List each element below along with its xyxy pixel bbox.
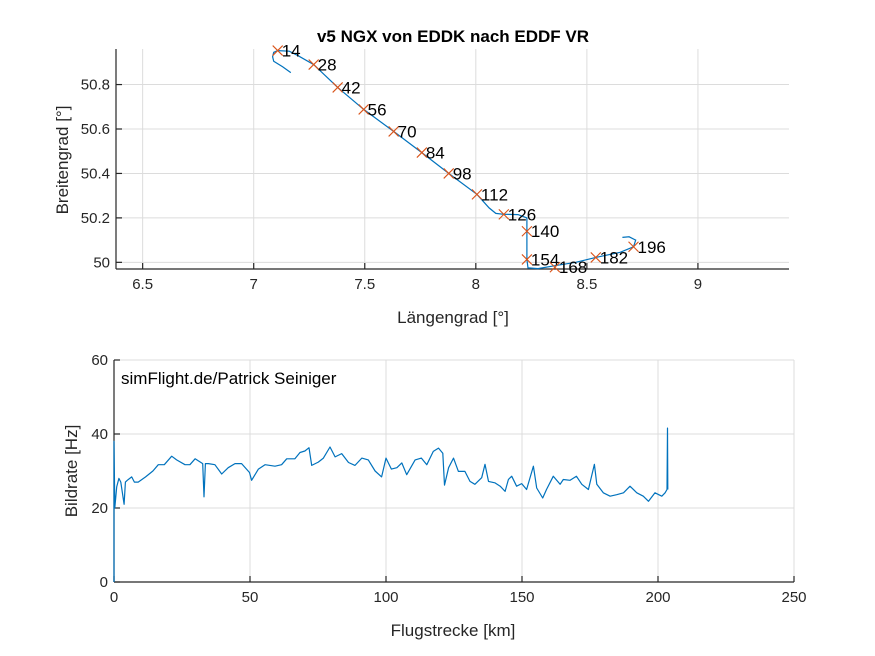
cross-marker-icon: [332, 82, 344, 93]
framerate-grid: [113, 359, 795, 583]
cross-marker-icon: [388, 126, 400, 137]
map-xtick-label: 7: [250, 276, 258, 293]
map-grid: [116, 49, 789, 269]
framerate-ytick-label: 20: [91, 500, 108, 517]
marker-distance-label: 84: [426, 144, 445, 163]
marker-distance-label: 42: [342, 78, 361, 97]
track-marker: 84: [416, 144, 445, 163]
map-xtick-label: 7.5: [354, 276, 375, 293]
marker-distance-label: 56: [368, 100, 387, 119]
framerate-ytick-label: 40: [91, 426, 108, 443]
marker-distance-label: 140: [531, 222, 559, 241]
track-marker: 168: [549, 258, 587, 277]
marker-distance-label: 196: [638, 238, 666, 257]
map-xtick-label: 6.5: [132, 276, 153, 293]
framerate-ylabel: Bildrate [Hz]: [62, 425, 81, 518]
marker-distance-label: 112: [481, 185, 508, 204]
map-xtick-label: 8: [472, 276, 480, 293]
track-marker: 112: [471, 185, 508, 204]
map-ytick-label: 50.4: [81, 165, 110, 182]
cross-marker-icon: [590, 252, 602, 263]
map-xlabel: Längengrad [°]: [397, 308, 509, 327]
cross-marker-icon: [549, 261, 561, 273]
track-marker: 140: [521, 222, 559, 241]
map-xtick-label: 8.5: [576, 276, 597, 293]
map-tick-labels: 6.5 7 7.5 8 8.5 9 50 50.2 50.4 50.6 50.8: [81, 77, 702, 293]
marker-distance-label: 182: [600, 248, 628, 267]
framerate-tick-labels: 0 50 100 150 200 250 0 20 40 60: [91, 352, 806, 606]
map-axes: [115, 49, 789, 270]
cross-marker-icon: [358, 104, 370, 115]
framerate-axes: [113, 359, 795, 583]
cross-marker-icon: [521, 225, 533, 237]
track-marker: 56: [358, 100, 387, 119]
flight-track-line: [271, 49, 637, 270]
marker-distance-label: 98: [453, 164, 472, 183]
marker-distance-label: 28: [318, 56, 337, 75]
track-marker: 98: [443, 164, 472, 183]
marker-distance-label: 168: [559, 258, 587, 277]
framerate-xtick-label: 0: [110, 589, 118, 606]
map-ytick-label: 50.6: [81, 121, 110, 138]
cross-marker-icon: [521, 254, 533, 265]
map-ylabel: Breitengrad [°]: [53, 106, 72, 215]
track-marker: 28: [308, 56, 337, 75]
map-ytick-label: 50.2: [81, 210, 110, 227]
track-marker: 126: [498, 205, 536, 224]
marker-distance-label: 126: [508, 205, 536, 224]
framerate-xtick-label: 150: [509, 589, 534, 606]
cross-marker-icon: [272, 45, 284, 56]
cross-marker-icon: [443, 168, 455, 179]
credit-annotation: simFlight.de/Patrick Seiniger: [121, 369, 337, 388]
framerate-ytick-label: 0: [100, 574, 108, 591]
map-title: v5 NGX von EDDK nach EDDF VR: [317, 27, 589, 46]
map-ytick-label: 50: [93, 254, 110, 271]
framerate-plot-area: [113, 427, 669, 582]
cross-marker-icon: [416, 147, 428, 158]
track-marker: 182: [590, 248, 628, 267]
track-marker: 70: [388, 122, 417, 141]
map-xtick-label: 9: [694, 276, 702, 293]
cross-marker-icon: [308, 59, 320, 70]
track-marker: 196: [628, 238, 666, 257]
framerate-xtick-label: 200: [645, 589, 670, 606]
framerate-xtick-label: 250: [781, 589, 806, 606]
framerate-ytick-label: 60: [91, 352, 108, 369]
marker-distance-label: 14: [282, 42, 301, 61]
cross-marker-icon: [471, 188, 483, 200]
marker-distance-label: 70: [398, 122, 417, 141]
framerate-xtick-label: 100: [373, 589, 398, 606]
track-marker: 42: [332, 78, 361, 97]
framerate-xtick-label: 50: [242, 589, 259, 606]
framerate-xlabel: Flugstrecke [km]: [391, 621, 516, 640]
cross-marker-icon: [628, 241, 639, 253]
track-marker: 14: [272, 42, 301, 61]
cross-marker-icon: [498, 208, 510, 220]
map-ytick-label: 50.8: [81, 77, 110, 94]
framerate-line: [113, 427, 669, 582]
